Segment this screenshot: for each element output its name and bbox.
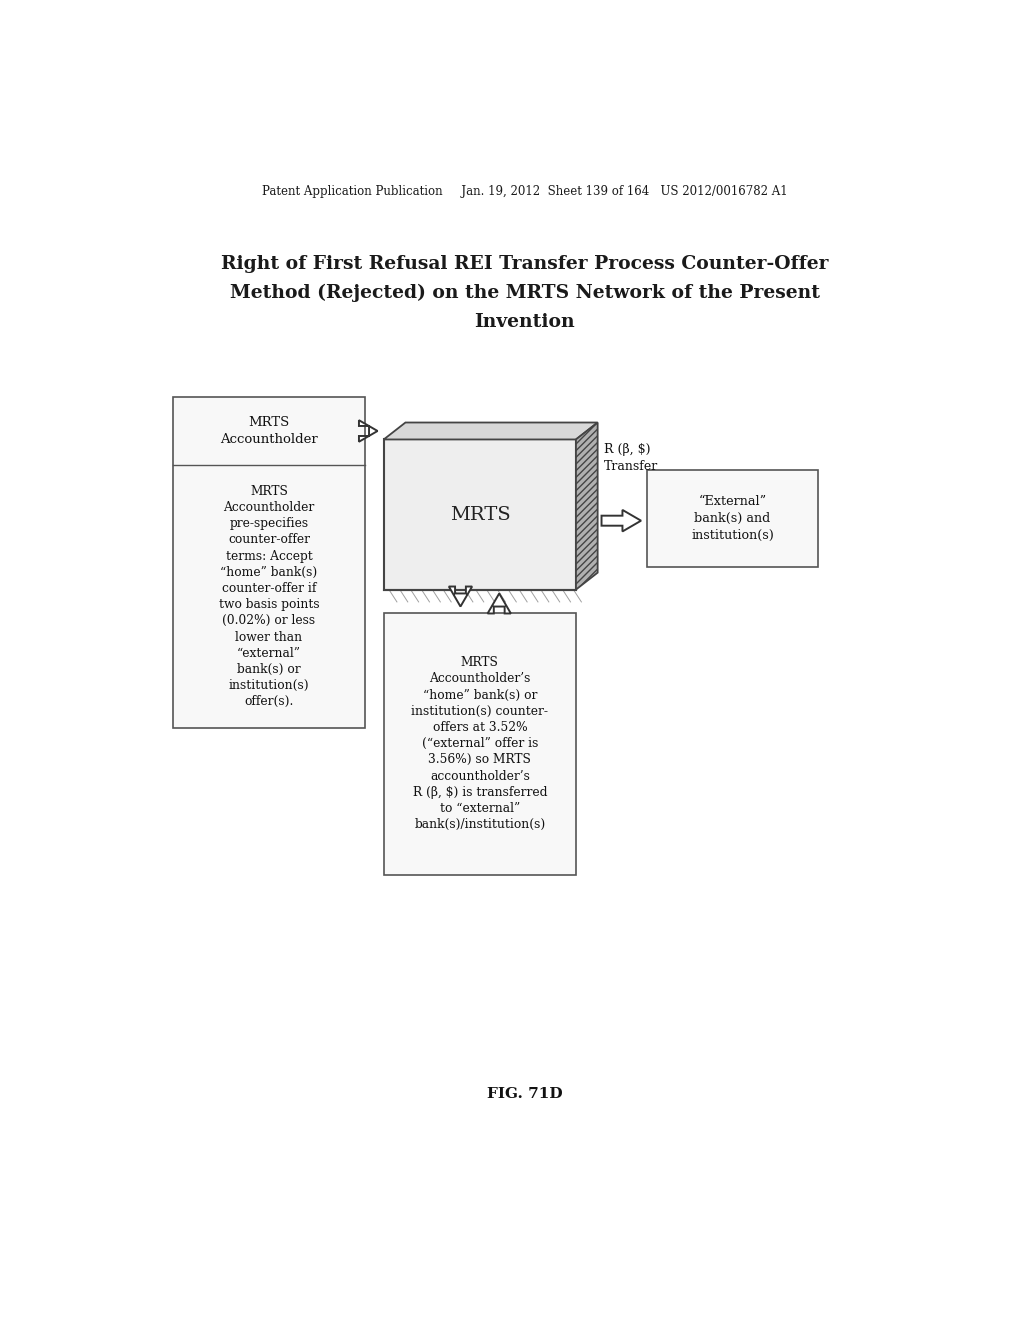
- Bar: [173, 397, 366, 729]
- Text: FIG. 71D: FIG. 71D: [487, 1086, 562, 1101]
- Text: MRTS
Accountholder
pre-specifies
counter-offer
terms: Accept
“home” bank(s)
coun: MRTS Accountholder pre-specifies counter…: [219, 484, 319, 709]
- Polygon shape: [575, 422, 598, 590]
- Polygon shape: [487, 594, 511, 614]
- Bar: [647, 470, 818, 566]
- Polygon shape: [601, 510, 641, 532]
- Text: Invention: Invention: [474, 313, 575, 331]
- Text: MRTS
Accountholder: MRTS Accountholder: [220, 416, 317, 446]
- Text: Method (Rejected) on the MRTS Network of the Present: Method (Rejected) on the MRTS Network of…: [229, 284, 820, 302]
- Polygon shape: [384, 422, 598, 440]
- Text: “External”
bank(s) and
institution(s): “External” bank(s) and institution(s): [691, 495, 774, 543]
- Bar: [384, 440, 575, 590]
- Text: R (β, $)
Transfer: R (β, $) Transfer: [604, 444, 658, 474]
- Text: MRTS
Accountholder’s
“home” bank(s) or
institution(s) counter-
offers at 3.52%
(: MRTS Accountholder’s “home” bank(s) or i…: [412, 656, 548, 832]
- Polygon shape: [449, 586, 472, 607]
- Polygon shape: [359, 420, 378, 442]
- Text: Right of First Refusal REI Transfer Process Counter-Offer: Right of First Refusal REI Transfer Proc…: [221, 255, 828, 273]
- Bar: [384, 612, 575, 875]
- Text: Patent Application Publication     Jan. 19, 2012  Sheet 139 of 164   US 2012/001: Patent Application Publication Jan. 19, …: [262, 185, 787, 198]
- Text: MRTS: MRTS: [450, 506, 510, 524]
